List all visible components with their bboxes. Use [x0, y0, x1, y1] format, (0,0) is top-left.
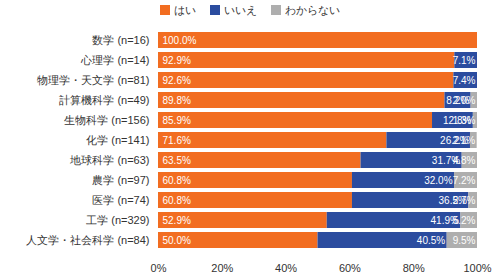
svg-text:92.6%: 92.6% — [163, 75, 191, 86]
svg-text:人文学・社会科学 (n=84): 人文学・社会科学 (n=84) — [26, 234, 149, 246]
svg-text:2.7%: 2.7% — [453, 195, 476, 206]
svg-text:85.9%: 85.9% — [163, 115, 191, 126]
svg-text:31.7%: 31.7% — [431, 154, 461, 166]
svg-text:1.3%: 1.3% — [453, 115, 476, 126]
svg-text:63.5%: 63.5% — [163, 155, 191, 166]
svg-text:地球科学 (n=63): 地球科学 (n=63) — [69, 154, 149, 166]
svg-text:52.9%: 52.9% — [163, 215, 191, 226]
svg-text:71.6%: 71.6% — [163, 135, 191, 146]
svg-text:計算機科学 (n=49): 計算機科学 (n=49) — [59, 94, 149, 106]
svg-text:41.9%: 41.9% — [430, 214, 459, 226]
html-text:いいえ: いいえ — [224, 3, 257, 16]
svg-text:40%: 40% — [275, 262, 297, 274]
svg-text:心理学 (n=14): 心理学 (n=14) — [80, 54, 149, 66]
html-text:わからない: わからない — [285, 3, 340, 16]
svg-text:医学 (n=74): 医学 (n=74) — [92, 194, 149, 206]
svg-text:2.1%: 2.1% — [452, 135, 475, 146]
svg-text:80%: 80% — [403, 262, 425, 274]
html-text:はい: はい — [174, 3, 196, 16]
svg-text:化学 (n=141): 化学 (n=141) — [86, 134, 149, 146]
svg-text:5.2%: 5.2% — [453, 215, 476, 226]
svg-text:生物科学 (n=156): 生物科学 (n=156) — [64, 114, 149, 126]
svg-text:工学 (n=329): 工学 (n=329) — [86, 214, 149, 226]
svg-text:100%: 100% — [463, 262, 491, 274]
svg-text:100.0%: 100.0% — [163, 35, 197, 46]
svg-text:60%: 60% — [339, 262, 361, 274]
svg-text:60.8%: 60.8% — [163, 195, 191, 206]
svg-text:92.9%: 92.9% — [163, 55, 191, 66]
svg-text:数学 (n=16): 数学 (n=16) — [92, 34, 149, 46]
svg-text:89.8%: 89.8% — [163, 95, 191, 106]
svg-text:0%: 0% — [151, 262, 167, 274]
svg-text:4.8%: 4.8% — [453, 155, 476, 166]
svg-text:9.5%: 9.5% — [453, 235, 476, 246]
svg-text:40.5%: 40.5% — [417, 235, 445, 246]
svg-text:7.2%: 7.2% — [453, 175, 476, 186]
svg-text:2.0%: 2.0% — [453, 95, 476, 106]
svg-text:7.4%: 7.4% — [453, 75, 476, 86]
svg-text:32.0%: 32.0% — [424, 175, 452, 186]
svg-text:物理学・天文学 (n=81): 物理学・天文学 (n=81) — [37, 74, 149, 86]
svg-text:20%: 20% — [211, 262, 233, 274]
svg-text:農学 (n=97): 農学 (n=97) — [92, 174, 149, 186]
svg-text:50.0%: 50.0% — [163, 235, 191, 246]
svg-text:60.8%: 60.8% — [163, 175, 191, 186]
svg-text:7.1%: 7.1% — [453, 55, 476, 66]
